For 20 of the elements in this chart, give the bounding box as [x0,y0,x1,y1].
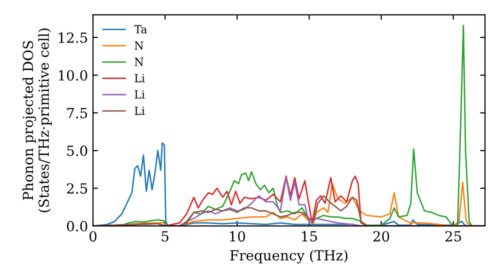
x-tick-label: 20 [373,231,390,242]
y-tick-label: 7.5 [67,108,88,118]
legend-label: N [134,41,144,50]
y-tick-label: 2.5 [66,183,88,194]
legend-label: N [134,58,144,66]
y-tick-label: 5.0 [67,146,88,156]
y-axis-title: Phonon projected DOS (States/THz·primitive cell) [22,28,52,212]
legend-label: Li [134,90,145,99]
x-tick-label: 25 [445,231,462,242]
x-tick-label: 10 [230,231,246,242]
x-axis-title: Frequency (THz) [230,250,348,264]
y-tick-label: 10.0 [58,70,88,81]
legend-label: Li [134,106,145,115]
x-tick-label: 5 [162,231,168,242]
y-tick-label: 12.5 [58,32,88,43]
x-tick-label: 0 [89,231,96,242]
legend-label: Ta [134,25,147,34]
y-tick-label: 0.0 [66,220,88,232]
x-tick-label: 15 [302,231,317,242]
legend-label: Li [134,74,145,82]
